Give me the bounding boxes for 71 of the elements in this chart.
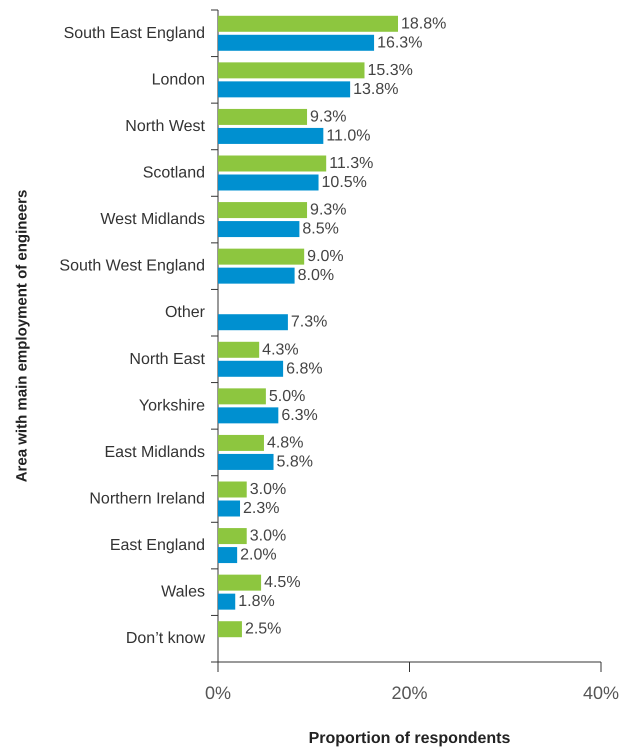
y-tick-label: Yorkshire — [138, 397, 206, 414]
data-label: 11.0% — [326, 127, 371, 144]
bar — [218, 547, 238, 564]
data-label: 8.5% — [302, 220, 339, 238]
data-label: 9.3% — [310, 108, 347, 126]
bar — [218, 574, 262, 591]
y-tick-label: West Midlands — [100, 211, 205, 228]
data-label: 3.0% — [250, 528, 286, 545]
y-tick-label: North East — [129, 350, 206, 368]
data-label: 15.3% — [367, 62, 413, 79]
y-tick-label: Wales — [161, 584, 205, 601]
x-axis-title: Proportion of respondents — [308, 730, 510, 747]
data-label: 11.3% — [329, 155, 374, 172]
bar — [218, 128, 324, 144]
y-tick-label: Other — [164, 304, 206, 322]
y-tick-label: London — [152, 71, 205, 88]
bar — [218, 594, 236, 610]
data-label: 4.5% — [264, 574, 301, 592]
x-tick-label: 40% — [582, 683, 620, 703]
y-axis-title: Area with main employment of engineers — [14, 190, 30, 482]
y-tick-label: Scotland — [142, 164, 205, 182]
data-label: 5.8% — [276, 453, 314, 470]
bar — [218, 81, 350, 98]
bar — [218, 434, 264, 451]
x-tick-label: 20% — [391, 683, 428, 703]
bar — [218, 500, 240, 516]
data-label: 18.8% — [401, 15, 446, 32]
bar — [218, 268, 295, 284]
data-label: 2.5% — [244, 620, 282, 638]
bar — [218, 248, 304, 265]
bar — [218, 16, 398, 32]
data-label: 13.8% — [353, 80, 399, 98]
data-label: 5.0% — [268, 388, 306, 405]
bar — [218, 314, 288, 330]
bar — [218, 454, 274, 470]
bar — [218, 360, 284, 377]
bar — [218, 221, 300, 238]
data-label: 7.3% — [290, 314, 328, 331]
bar — [218, 156, 326, 172]
data-label: 6.3% — [281, 406, 318, 424]
data-label: 4.8% — [266, 434, 304, 452]
data-label: 2.0% — [240, 546, 277, 564]
bar — [218, 202, 308, 218]
y-tick-label: North West — [125, 118, 206, 135]
data-label: 1.8% — [238, 593, 275, 610]
data-label: 3.0% — [250, 481, 286, 498]
bar — [218, 34, 374, 51]
data-label: 2.3% — [243, 500, 280, 517]
x-tick-label: 0% — [204, 683, 232, 703]
data-label: 8.0% — [298, 267, 334, 284]
y-tick-label: Don’t know — [126, 630, 206, 648]
data-label: 9.0% — [307, 248, 344, 266]
data-label: 9.3% — [310, 202, 347, 219]
bar — [218, 108, 308, 125]
data-label: 16.3% — [377, 34, 422, 52]
bar — [218, 482, 247, 498]
y-tick-label: East Midlands — [104, 444, 205, 461]
data-label: 4.3% — [262, 341, 299, 358]
y-tick-label: South West England — [59, 258, 205, 275]
y-tick-label: Northern Ireland — [89, 490, 205, 508]
y-tick-label: East England — [110, 537, 205, 554]
data-label: 10.5% — [322, 174, 367, 191]
bar — [218, 528, 247, 544]
bar — [218, 621, 242, 638]
y-tick-label: South East England — [64, 24, 205, 42]
bar — [218, 342, 260, 358]
bar — [218, 388, 266, 404]
bar — [218, 407, 278, 424]
bar — [218, 62, 364, 78]
data-label: 6.8% — [286, 360, 323, 378]
bar — [218, 174, 319, 190]
